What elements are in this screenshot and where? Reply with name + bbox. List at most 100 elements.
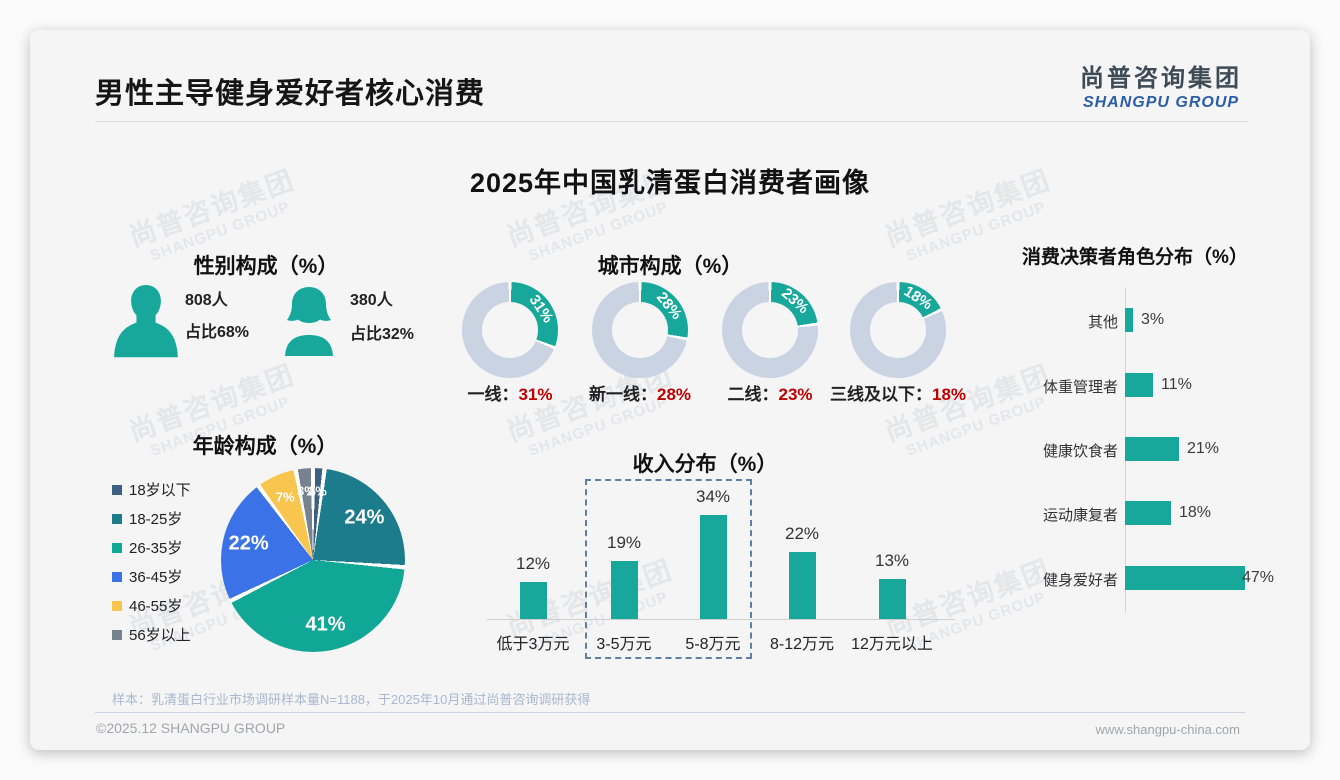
male-icon [114,284,178,358]
city-donut-hole [742,302,798,358]
decision-bar [1125,373,1153,397]
website-url: www.shangpu-china.com [1095,722,1240,737]
age-pie-value-label: 3% [297,483,316,499]
header-divider [95,121,1248,122]
age-legend-item: 36-45岁 [112,566,191,587]
income-value-label: 12% [515,554,551,573]
city-donut-caption: 一线：31% [467,380,552,405]
decision-value-label: 21% [1187,440,1220,457]
city-donut: 31% [462,282,558,378]
income-value-label: 22% [784,524,820,543]
income-bar [789,552,816,619]
age-legend-item: 56岁以上 [112,624,191,645]
age-legend-label: 46-55岁 [129,598,183,615]
logo-english-text: SHANGPU GROUP [1082,94,1240,111]
age-pie-value-label: 41% [305,613,346,636]
city-donut-caption: 二线：23% [727,380,812,405]
age-legend-label: 18-25岁 [129,511,183,528]
income-category-label: 12万元以上 [851,636,933,653]
income-bar [611,561,638,619]
age-legend-swatch [112,542,122,553]
age-legend-label: 26-35岁 [129,540,183,557]
decision-value-label: 18% [1179,504,1212,521]
income-value-label: 19% [606,533,642,552]
decision-row-label: 体重管理者 [1042,379,1118,396]
city-donut-hole [870,302,926,358]
income-value-label: 34% [695,487,731,506]
city-percent: 31% [518,385,553,404]
decision-row-label: 健康饮食者 [1042,443,1118,460]
income-axis [487,619,955,620]
male-share: 占比68% [185,324,250,341]
age-pie-value-label: 2% [307,483,327,499]
decision-bar [1125,501,1171,525]
logo-chinese-text: 尚普咨询集团 [1080,65,1242,92]
age-legend-swatch [112,484,122,495]
income-bar [520,582,547,619]
city-donut: 23% [722,282,818,378]
age-legend-swatch [112,513,122,524]
decision-bar [1125,308,1133,332]
age-legend-swatch [112,571,122,582]
age-legend-label: 56岁以上 [129,627,191,644]
decision-value-label: 11% [1161,376,1192,393]
age-legend-item: 26-35岁 [112,537,191,558]
age-pie-value-label: 22% [228,532,269,555]
age-pie-value-label: 24% [344,506,385,529]
age-legend-item: 18-25岁 [112,508,191,529]
city-donut-caption: 三线及以下：18% [830,380,966,405]
city-donut: 18% [850,282,946,378]
income-bar [700,515,727,619]
copyright-text: ©2025.12 SHANGPU GROUP [96,720,286,736]
age-pie-chart: 2% 24% 41% 22% 7% 3% [221,468,405,652]
female-icon [285,287,333,356]
city-name: 一线： [467,385,519,404]
age-legend: 18岁以下 18-25岁 26-35岁 36-45岁 46-55岁 56岁以上 [112,479,191,645]
female-share: 占比32% [350,326,415,343]
decision-section-title: 消费决策者角色分布（%） [1022,247,1248,268]
decision-value-label: 47% [1242,569,1275,586]
decision-row-label: 其他 [1087,314,1118,331]
age-legend-item: 18岁以下 [112,479,191,500]
city-donut-hole [482,302,538,358]
sample-footnote: 样本：乳清蛋白行业市场调研样本量N=1188，于2025年10月通过尚普咨询调研… [112,692,591,707]
city-name: 三线及以下： [829,385,932,404]
age-legend-swatch [112,600,122,611]
city-percent: 18% [931,385,967,404]
city-percent: 23% [778,385,813,404]
city-donut: 28% [592,282,688,378]
decision-row-label: 健身爱好者 [1042,572,1118,589]
age-legend-item: 46-55岁 [112,595,191,616]
income-category-label: 8-12万元 [769,636,835,653]
income-category-label: 低于3万元 [496,636,570,653]
company-logo: 尚普咨询集团 SHANGPU GROUP [1080,58,1242,112]
income-highlight-box [585,479,752,659]
city-section-title: 城市构成（%） [597,255,743,278]
income-bar [879,579,906,619]
income-section-title: 收入分布（%） [632,453,778,476]
slide-card: 尚普咨询集团 SHANGPU GROUP 尚普咨询集团 SHANGPU GROUP 尚普… [30,30,1310,750]
age-legend-swatch [112,629,122,640]
male-count: 808人 [185,292,228,309]
page-title: 男性主导健身爱好者核心消费 [95,78,486,110]
chart-main-title: 2025年中国乳清蛋白消费者画像 [469,168,871,198]
income-value-label: 13% [874,551,910,570]
decision-bar [1125,566,1245,590]
age-pie-value-label: 7% [275,489,295,505]
age-legend-label: 18岁以下 [129,482,191,499]
city-name: 新一线： [588,385,657,404]
income-category-label: 3-5万元 [596,636,652,653]
female-count: 380人 [350,292,393,309]
city-donut-caption: 新一线：28% [589,380,691,405]
decision-row-label: 运动康复者 [1042,507,1118,524]
footer-divider [95,712,1245,713]
gender-section-title: 性别构成（%） [193,255,339,278]
income-category-label: 5-8万元 [685,636,741,653]
city-percent: 28% [656,385,692,404]
decision-bar [1125,437,1179,461]
city-donut-hole [612,302,668,358]
city-name: 二线： [727,385,779,404]
age-legend-label: 36-45岁 [129,569,183,586]
age-section-title: 年龄构成（%） [192,435,338,458]
decision-value-label: 3% [1141,311,1165,328]
